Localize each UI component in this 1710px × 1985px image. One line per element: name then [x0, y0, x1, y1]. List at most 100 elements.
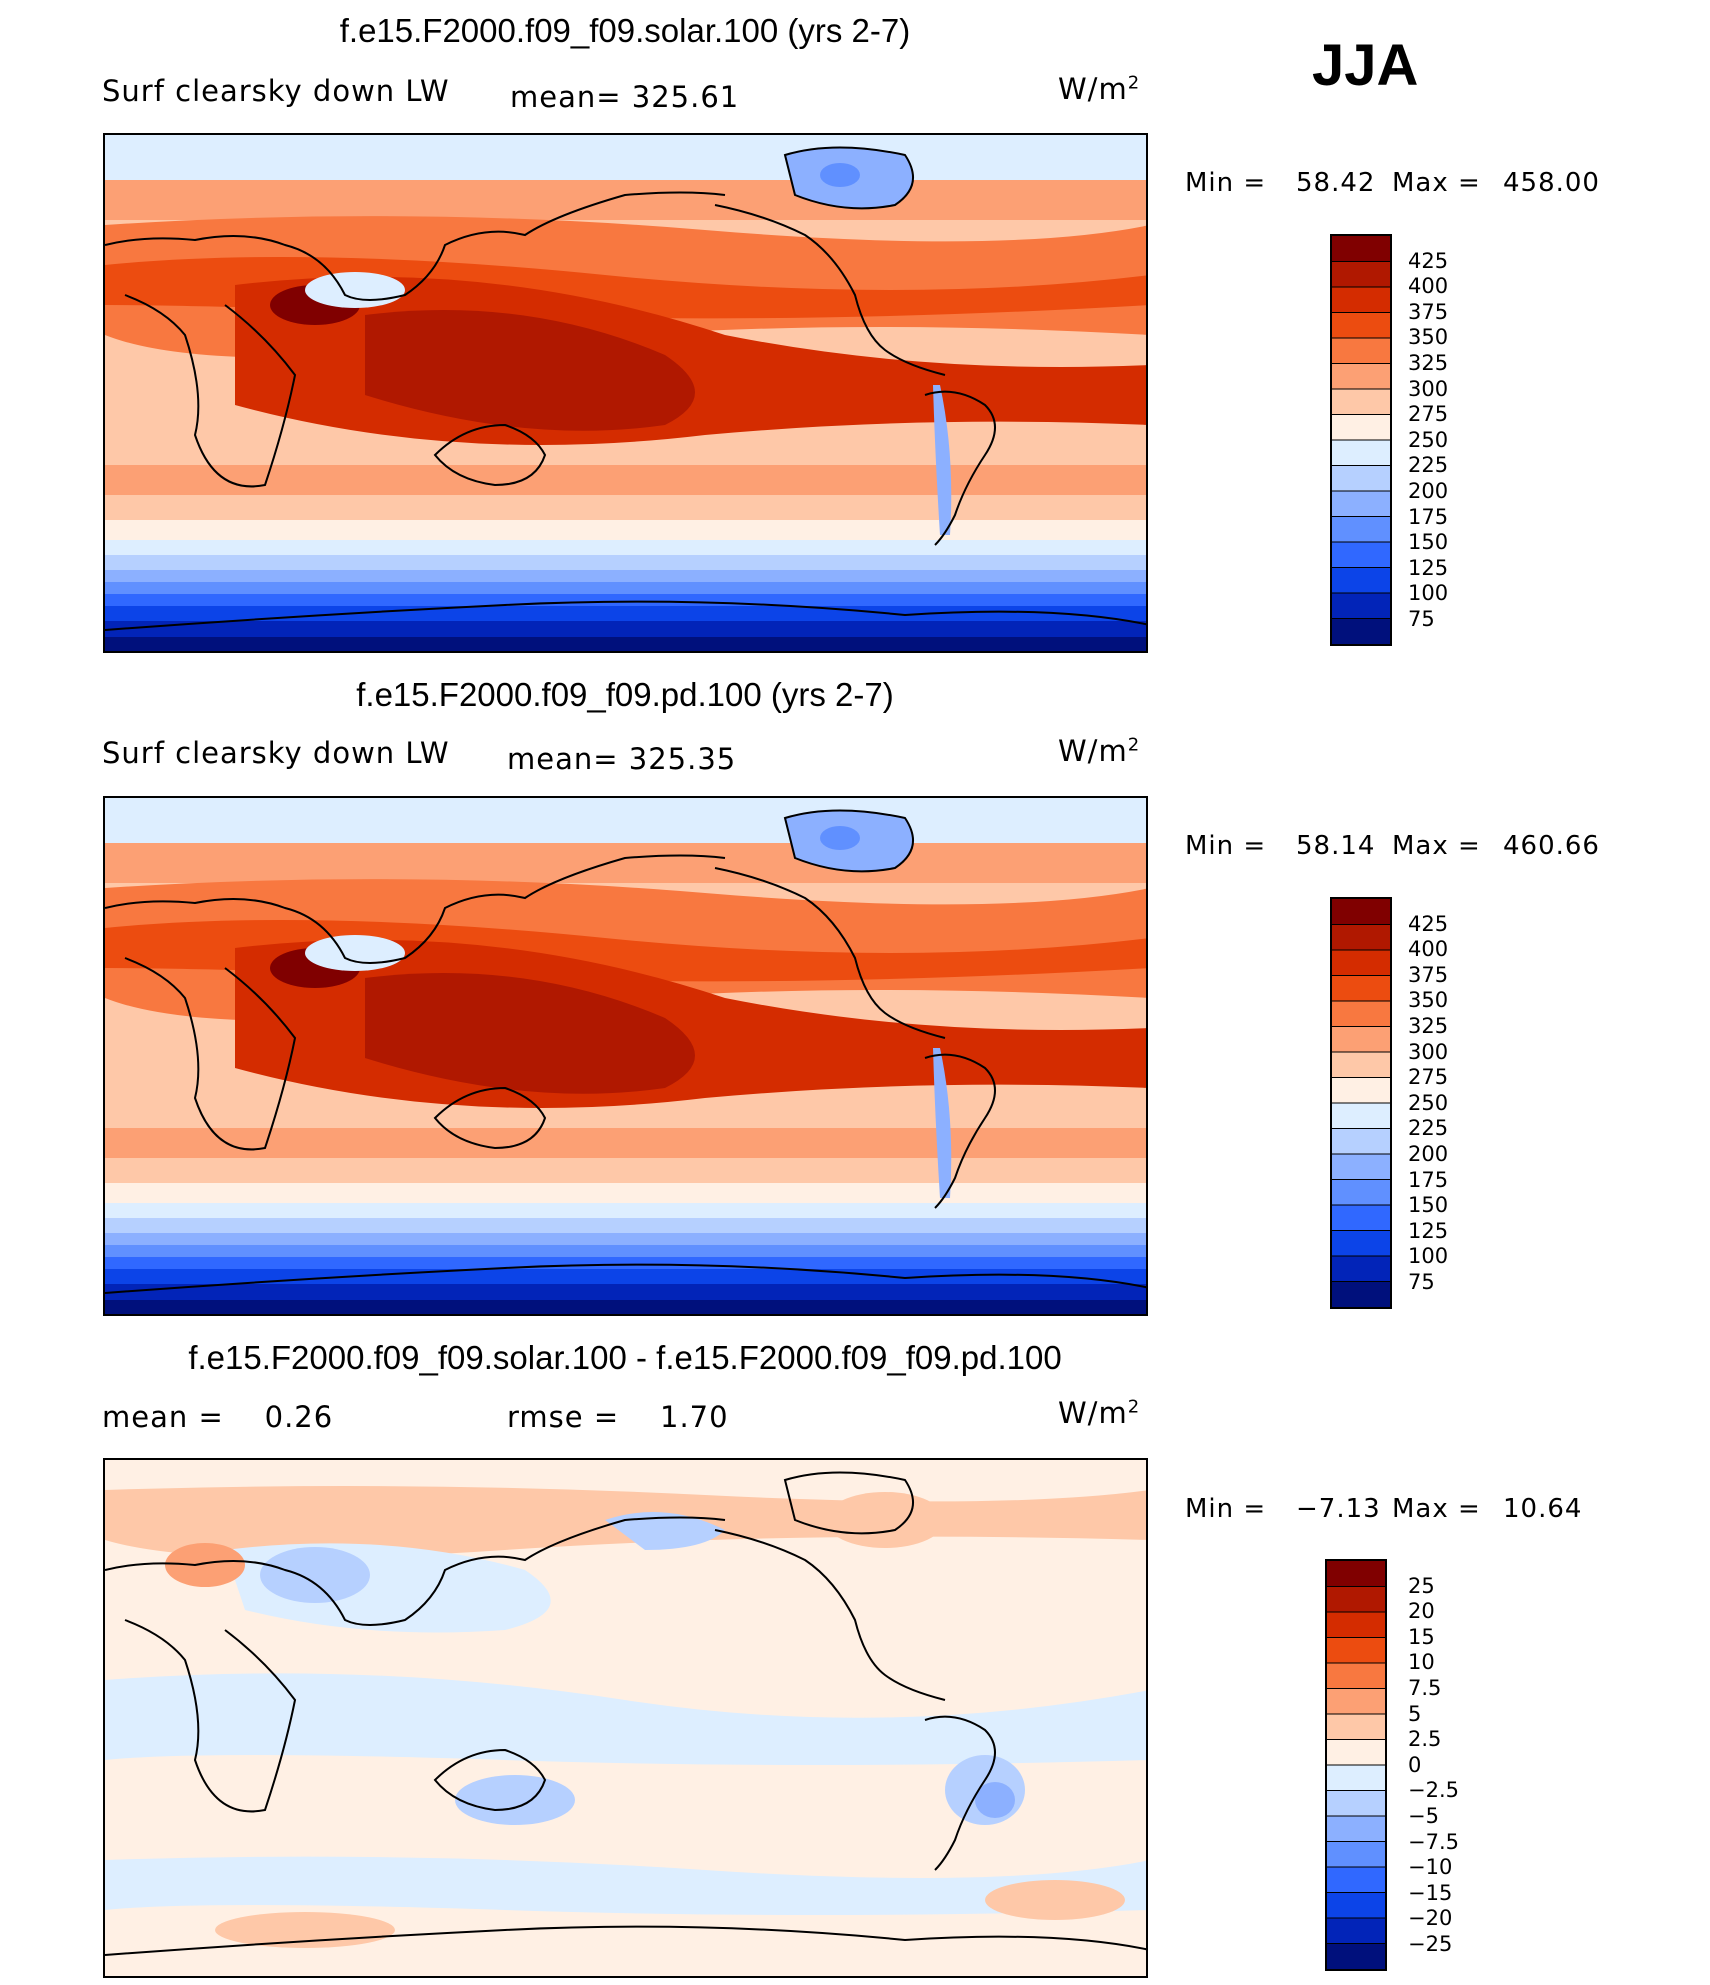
colorbar-swatch — [1327, 1739, 1385, 1766]
panel-2-title: f.e15.F2000.f09_f09.pd.100 (yrs 2-7) — [356, 676, 894, 713]
colorbar-swatch — [1332, 414, 1390, 441]
colorbar-tick-label: 350 — [1408, 325, 1449, 349]
colorbar-swatch — [1327, 1765, 1385, 1791]
colorbar-swatch — [1332, 236, 1390, 262]
colorbar-tick-label: 350 — [1408, 988, 1449, 1012]
panel-2-colorbar-labels: 425 400 375 350 325 300 275 250 225 200 … — [1408, 897, 1488, 1309]
colorbar-swatch — [1327, 1816, 1385, 1842]
colorbar-swatch — [1327, 1841, 1385, 1868]
colorbar-tick-label: −5 — [1408, 1804, 1439, 1828]
colorbar-tick-label: 400 — [1408, 274, 1449, 298]
colorbar-tick-label: 75 — [1408, 1270, 1435, 1294]
colorbar-swatch — [1332, 1103, 1390, 1129]
colorbar-swatch — [1332, 1026, 1390, 1053]
colorbar-tick-label: 300 — [1408, 1040, 1449, 1064]
colorbar-tick-label: −2.5 — [1408, 1778, 1459, 1802]
colorbar-swatch — [1332, 1281, 1390, 1307]
panel-1-min-value: 58.42 — [1296, 168, 1376, 198]
colorbar-tick-label: 100 — [1408, 581, 1449, 605]
colorbar-swatch — [1327, 1688, 1385, 1715]
colorbar-swatch — [1332, 542, 1390, 568]
colorbar-swatch — [1332, 618, 1390, 644]
colorbar-tick-label: −7.5 — [1408, 1830, 1459, 1854]
colorbar-swatch — [1332, 924, 1390, 951]
colorbar-swatch — [1327, 1663, 1385, 1689]
colorbar-swatch — [1332, 1052, 1390, 1078]
colorbar-swatch — [1332, 975, 1390, 1002]
colorbar-tick-label: 5 — [1408, 1702, 1422, 1726]
panel-2-max-label: Max = — [1392, 831, 1481, 861]
colorbar-swatch — [1332, 1128, 1390, 1155]
colorbar-swatch — [1332, 567, 1390, 594]
panel-2-max-value: 460.66 — [1503, 831, 1600, 861]
colorbar-swatch — [1327, 1586, 1385, 1613]
colorbar-tick-label: −20 — [1408, 1906, 1453, 1930]
colorbar-tick-label: 425 — [1408, 249, 1449, 273]
colorbar-tick-label: 175 — [1408, 505, 1449, 529]
colorbar-tick-label: 0 — [1408, 1753, 1422, 1777]
colorbar-tick-label: 400 — [1408, 937, 1449, 961]
colorbar-swatch — [1332, 950, 1390, 976]
colorbar-tick-label: 375 — [1408, 963, 1449, 987]
panel-3-max-value: 10.64 — [1503, 1494, 1583, 1524]
panel-1-variable-label: Surf clearsky down LW — [102, 74, 450, 108]
panel-2-units: W/m2 — [1058, 734, 1141, 768]
colorbar-swatch — [1327, 1943, 1385, 1969]
colorbar-tick-label: −10 — [1408, 1855, 1453, 1879]
colorbar-swatch — [1332, 389, 1390, 415]
colorbar-swatch — [1327, 1892, 1385, 1919]
colorbar-tick-label: 275 — [1408, 402, 1449, 426]
colorbar-swatch — [1327, 1612, 1385, 1638]
colorbar-swatch — [1332, 593, 1390, 619]
colorbar-swatch — [1332, 465, 1390, 492]
panel-3-min-label: Min = — [1185, 1494, 1267, 1524]
colorbar-tick-label: 275 — [1408, 1065, 1449, 1089]
colorbar-swatch — [1332, 1230, 1390, 1257]
colorbar-tick-label: 200 — [1408, 479, 1449, 503]
colorbar-swatch — [1332, 491, 1390, 517]
panel-1-max-label: Max = — [1392, 168, 1481, 198]
panel-3-map — [103, 1458, 1148, 1978]
colorbar-tick-label: 250 — [1408, 428, 1449, 452]
colorbar-swatch — [1332, 1205, 1390, 1231]
colorbar-swatch — [1332, 1256, 1390, 1282]
colorbar-tick-label: 175 — [1408, 1168, 1449, 1192]
colorbar-swatch — [1332, 287, 1390, 313]
colorbar-tick-label: 150 — [1408, 1193, 1449, 1217]
colorbar-swatch — [1332, 338, 1390, 364]
colorbar-tick-label: 225 — [1408, 453, 1449, 477]
colorbar-swatch — [1332, 1154, 1390, 1180]
panel-3-min-value: −7.13 — [1296, 1494, 1381, 1524]
colorbar-tick-label: 150 — [1408, 530, 1449, 554]
panel-3-mean-label: mean = 0.26 — [102, 1400, 334, 1434]
colorbar-tick-label: 100 — [1408, 1244, 1449, 1268]
panel-3-colorbar-labels: 25 20 15 10 7.5 5 2.5 0 −2.5 −5 −7.5 −10… — [1408, 1559, 1488, 1971]
colorbar-swatch — [1327, 1790, 1385, 1817]
colorbar-swatch — [1332, 899, 1390, 925]
panel-1-max-value: 458.00 — [1503, 168, 1600, 198]
colorbar-swatch — [1332, 261, 1390, 288]
panel-3-title: f.e15.F2000.f09_f09.solar.100 - f.e15.F2… — [188, 1339, 1062, 1376]
colorbar-swatch — [1327, 1867, 1385, 1893]
panel-2-colorbar — [1330, 897, 1392, 1309]
panel-3-units: W/m2 — [1058, 1396, 1141, 1430]
colorbar-swatch — [1327, 1637, 1385, 1664]
colorbar-tick-label: 2.5 — [1408, 1727, 1442, 1751]
colorbar-tick-label: 125 — [1408, 556, 1449, 580]
colorbar-tick-label: 125 — [1408, 1219, 1449, 1243]
colorbar-tick-label: 375 — [1408, 300, 1449, 324]
colorbar-swatch — [1332, 312, 1390, 339]
panel-1-units: W/m2 — [1058, 72, 1141, 106]
colorbar-tick-label: 325 — [1408, 351, 1449, 375]
panel-2-map — [103, 796, 1148, 1316]
panel-1-colorbar-labels: 425 400 375 350 325 300 275 250 225 200 … — [1408, 234, 1488, 646]
colorbar-swatch — [1332, 363, 1390, 390]
season-label: JJA — [1312, 33, 1419, 98]
colorbar-tick-label: −25 — [1408, 1932, 1453, 1956]
colorbar-swatch — [1332, 1001, 1390, 1027]
colorbar-tick-label: 325 — [1408, 1014, 1449, 1038]
colorbar-tick-label: 75 — [1408, 607, 1435, 631]
panel-3-rmse-label: rmse = 1.70 — [507, 1400, 729, 1434]
panel-1-title: f.e15.F2000.f09_f09.solar.100 (yrs 2-7) — [339, 12, 911, 49]
colorbar-swatch — [1327, 1561, 1385, 1587]
